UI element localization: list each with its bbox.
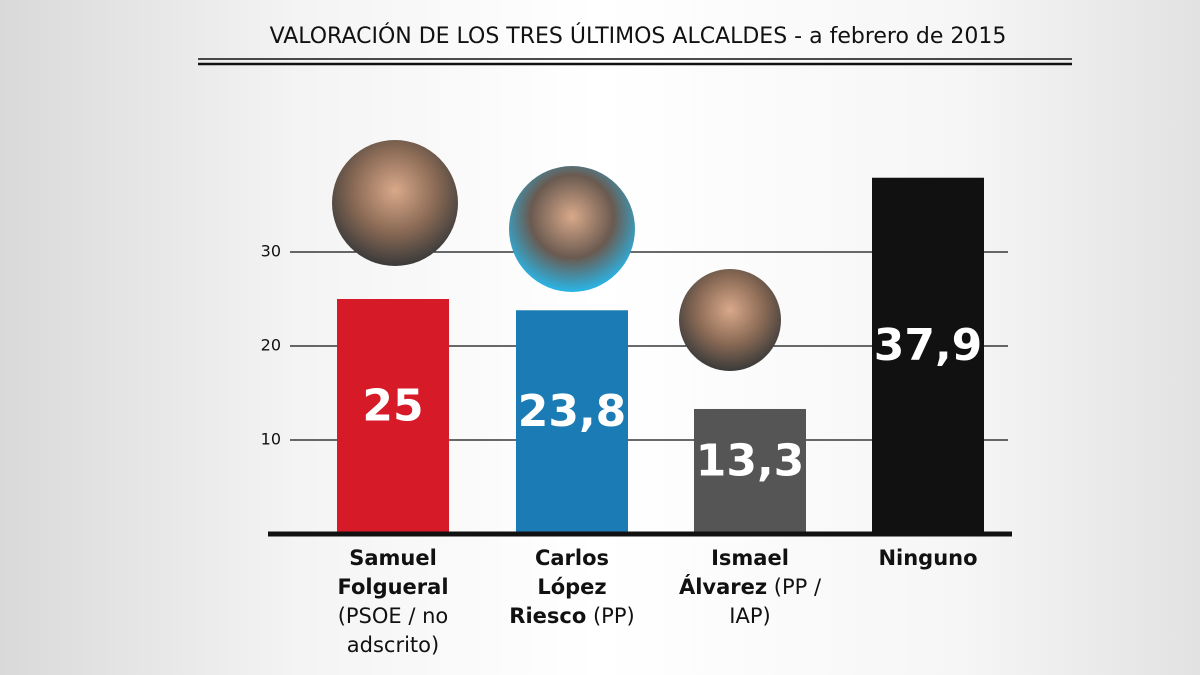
category-note: (PP / IAP) (729, 575, 822, 628)
value-label: 23,8 (518, 386, 627, 437)
value-label: 13,3 (696, 435, 805, 486)
x-tick-label: Samuel Folgueral (PSOE / no adscrito) (318, 544, 468, 660)
category-name: Carlos López Riesco (509, 546, 610, 628)
chart-title: VALORACIÓN DE LOS TRES ÚLTIMOS ALCALDES … (270, 23, 1007, 49)
x-tick-label: Carlos López Riesco (PP) (497, 544, 647, 631)
y-tick-label: 10 (261, 430, 281, 449)
portrait (509, 166, 635, 292)
category-note: (PP) (592, 604, 635, 628)
category-name: Ninguno (878, 546, 978, 570)
y-tick-label: 20 (261, 336, 281, 355)
x-tick-label: Ismael Álvarez (PP / IAP) (675, 544, 825, 631)
bar (337, 299, 449, 534)
portrait (679, 269, 781, 371)
bar (872, 177, 984, 535)
category-note: (PSOE / no adscrito) (337, 604, 449, 657)
bar (694, 408, 806, 534)
bar (516, 310, 628, 534)
x-tick-label: Ninguno (853, 544, 1003, 573)
y-tick-label: 30 (261, 242, 281, 261)
value-label: 25 (362, 381, 423, 432)
category-name: Samuel Folgueral (337, 546, 449, 599)
category-name: Ismael Álvarez (678, 546, 789, 599)
portrait (332, 140, 458, 266)
value-label: 37,9 (874, 320, 983, 371)
